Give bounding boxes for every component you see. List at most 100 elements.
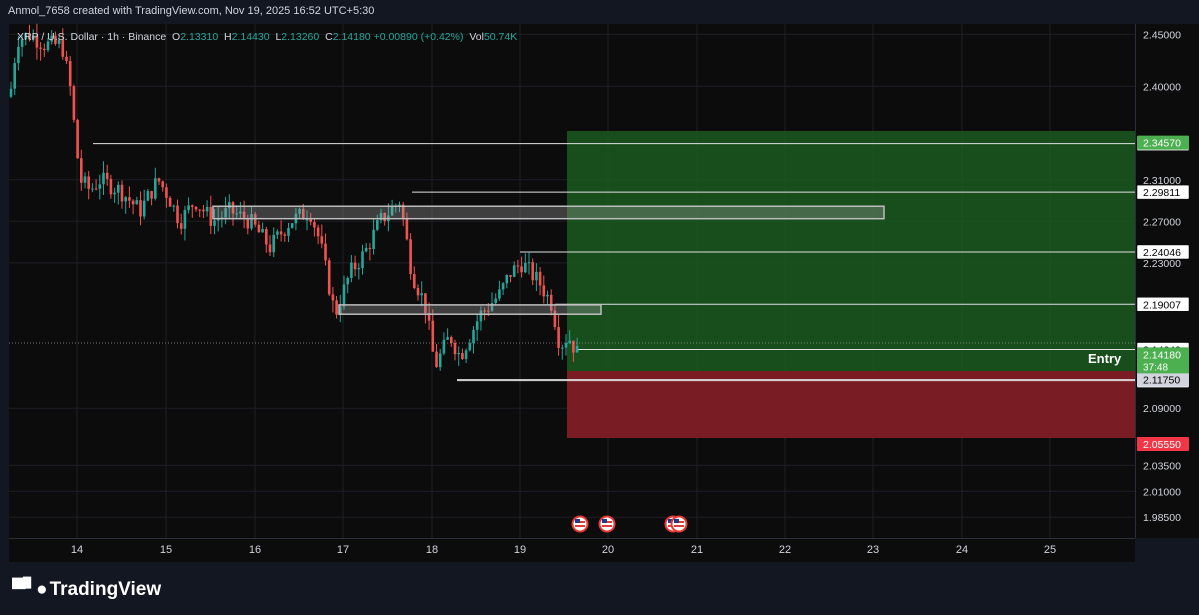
level-badge-bg <box>1136 244 1190 260</box>
price-tick-label: 2.27000 <box>1143 216 1181 228</box>
time-tick-label: 20 <box>602 544 614 556</box>
time-tick-label: 15 <box>160 544 172 556</box>
candle-body <box>250 214 253 229</box>
low-label: L <box>275 31 282 43</box>
candle-body <box>331 294 335 301</box>
candle-body <box>205 206 209 212</box>
candle-body <box>216 218 220 221</box>
candle-body <box>546 294 549 297</box>
flag-circle <box>571 515 589 533</box>
stop-badge: 2.05550 <box>1143 439 1181 451</box>
current-price-badge: 2.14180 <box>1143 349 1181 361</box>
price-tick-label: 2.40000 <box>1143 81 1181 93</box>
tv-logo-icon: ▀▘● <box>12 579 48 600</box>
chart-legend: XRP / U.S. Dollar · 1h · Binance O2.1331… <box>17 31 517 43</box>
candle-body <box>512 265 516 277</box>
price-tick-labels: 2.45000 2.40000 2.31000 2.27000 2.23000 2.090… <box>1143 29 1181 524</box>
candle-body <box>479 310 483 322</box>
candle-body <box>176 205 179 224</box>
candle-body <box>128 197 131 201</box>
candle-body <box>105 172 109 179</box>
candle-body <box>120 184 124 202</box>
candle-body <box>165 187 168 198</box>
flag-canton <box>668 519 673 523</box>
candle-body <box>524 262 527 273</box>
candle-body <box>498 289 501 299</box>
candle-body <box>283 234 287 236</box>
candle-body <box>235 213 238 215</box>
candle-body <box>305 219 309 221</box>
tradingview-logo[interactable]: ▀▘● TradingView <box>12 578 161 601</box>
candle-body <box>527 262 531 264</box>
candle-body <box>361 251 364 269</box>
close-value: 2.14180 <box>332 31 371 43</box>
brand-name: TradingView <box>49 579 162 600</box>
candle-body <box>542 285 546 297</box>
candle-body <box>553 310 557 328</box>
flag-stripe <box>674 525 684 527</box>
time-tick-label: 22 <box>779 544 791 556</box>
candle-body <box>231 202 235 214</box>
level-badge-label: 2.24046 <box>1143 247 1181 259</box>
candle-body <box>31 35 35 40</box>
candle-body <box>168 197 172 207</box>
candle-body <box>239 211 242 214</box>
candle-body <box>39 47 42 49</box>
candle-body <box>487 310 490 312</box>
zone-boxes <box>212 205 885 315</box>
loss-zone[interactable] <box>567 371 1135 438</box>
level-badge-label: 2.19007 <box>1143 299 1181 311</box>
candle-body <box>287 227 290 236</box>
candle-body <box>324 243 327 261</box>
profit-zone[interactable] <box>567 131 1135 371</box>
flag-stripe <box>602 525 612 527</box>
price-tick-label: 2.09000 <box>1143 403 1181 415</box>
candle-body <box>72 86 76 120</box>
candle-body <box>416 287 420 296</box>
candle-body <box>198 209 201 211</box>
candle-body <box>442 339 446 354</box>
candle-body <box>398 204 401 206</box>
price-axis[interactable] <box>1135 24 1199 538</box>
us-flag-event-icon[interactable] <box>598 515 616 533</box>
candle-body <box>257 224 261 233</box>
level-badge-label: 2.29811 <box>1143 187 1180 199</box>
candle-body <box>320 236 324 244</box>
flag-stripe <box>575 525 585 527</box>
candle-body <box>98 184 102 189</box>
candle-body <box>224 208 227 218</box>
candle-body <box>531 262 534 281</box>
countdown-badge: 37:48 <box>1143 362 1168 373</box>
demand-zone <box>338 304 602 315</box>
candle-body <box>54 35 57 44</box>
flag-circle <box>598 515 616 533</box>
candle-body <box>572 340 575 353</box>
close-label: C <box>325 31 333 43</box>
time-tick-label: 23 <box>867 544 879 556</box>
candle-body <box>339 306 342 315</box>
us-flag-event-icon[interactable] <box>571 515 589 533</box>
candle-body <box>272 234 275 253</box>
candle-body <box>379 212 383 221</box>
change-value: +0.00890 (+0.42%) <box>373 31 464 43</box>
time-axis[interactable] <box>9 538 1135 563</box>
candle-body <box>357 268 361 270</box>
candle-body <box>28 33 31 40</box>
target-badge: 2.34570 <box>1143 138 1181 150</box>
us-flag-event-icon[interactable] <box>670 515 688 533</box>
candle-body <box>228 202 231 209</box>
candle-body <box>65 56 68 61</box>
flag-canton <box>575 519 580 523</box>
time-tick-label: 25 <box>1044 544 1056 556</box>
candle-body <box>327 260 331 295</box>
candle-body <box>68 60 72 87</box>
candle-body <box>413 274 416 288</box>
open-value: 2.13310 <box>180 31 219 43</box>
candle-body <box>9 88 13 97</box>
price-tick-label: 2.01000 <box>1143 486 1181 498</box>
candle-body <box>61 39 65 57</box>
candle-body <box>91 188 94 190</box>
candle-body <box>501 283 505 290</box>
candle-body <box>494 298 497 304</box>
